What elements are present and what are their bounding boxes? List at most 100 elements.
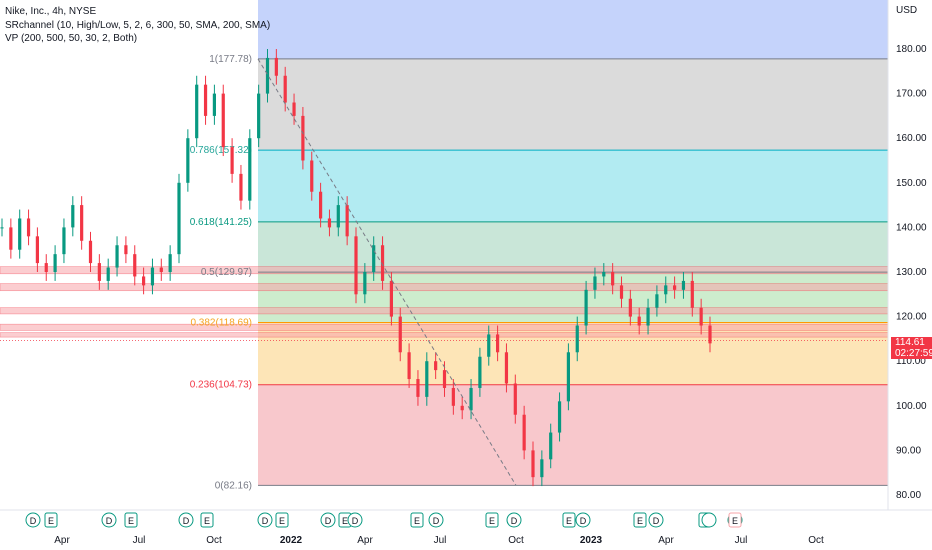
event-marker-letter: D (262, 516, 269, 526)
candle-body (487, 334, 491, 357)
fib-zone (258, 322, 888, 385)
event-marker-letter: D (183, 516, 190, 526)
candle-body (416, 379, 420, 397)
candle-body (221, 93, 225, 148)
candle-body (124, 245, 128, 255)
time-tick-label: Jul (434, 535, 447, 546)
candle-body (575, 325, 579, 353)
last-price-value: 114.61 (895, 337, 925, 348)
fib-level-label: 0.5(129.97) (201, 267, 252, 278)
candle-body (566, 352, 570, 402)
earnings-event-icon[interactable] (275, 512, 289, 528)
candle-body (655, 294, 659, 308)
candle-body (150, 267, 155, 286)
candle-body (257, 93, 261, 139)
earnings-event-icon[interactable] (728, 512, 742, 528)
candle-body (186, 138, 190, 183)
candle-body (319, 191, 323, 219)
event-marker-letter: D (580, 516, 587, 526)
fib-level-label: 1(177.78) (209, 54, 252, 65)
earnings-event-icon[interactable] (485, 512, 499, 528)
candle-body (44, 263, 48, 272)
volume-profile-indicator-label[interactable]: VP (200, 500, 50, 30, 2, Both) (5, 33, 138, 44)
price-tick-label: 90.00 (896, 445, 921, 456)
earnings-event-icon[interactable] (410, 512, 424, 528)
fib-level-label: 0.236(104.73) (190, 380, 252, 391)
earnings-event-icon[interactable] (200, 512, 214, 528)
candle-body (142, 276, 146, 286)
candle-body (681, 280, 686, 290)
candle-body (97, 263, 101, 281)
candle-body (513, 383, 517, 415)
candle-body (80, 205, 84, 241)
event-marker-letter: D (106, 516, 113, 526)
time-tick-label: 2023 (580, 535, 603, 546)
srchannel-indicator-label[interactable]: SRchannel (10, High/Low, 5, 2, 6, 300, 5… (5, 20, 271, 31)
event-marker-letter: E (48, 516, 54, 526)
earnings-event-icon[interactable] (124, 512, 138, 528)
sr-channel-zone (0, 283, 889, 292)
event-marker-letter: D (433, 516, 440, 526)
dividend-event-icon[interactable] (575, 512, 591, 528)
event-marker-letter: D (511, 516, 518, 526)
time-tick-label: Apr (54, 535, 70, 546)
dividend-event-icon[interactable] (320, 512, 336, 528)
event-marker-letter: E (637, 516, 643, 526)
earnings-event-icon[interactable] (633, 512, 647, 528)
candle-body (115, 245, 119, 268)
candle-body (53, 254, 57, 272)
dividend-event-icon[interactable] (178, 512, 194, 528)
candle-body (248, 138, 252, 201)
candle-body (106, 267, 110, 281)
candle-body (212, 93, 216, 116)
candle-body (177, 182, 181, 255)
time-tick-label: Oct (808, 535, 824, 546)
candle-body (18, 218, 22, 250)
split-event-icon[interactable] (701, 512, 717, 528)
dividend-event-icon[interactable] (648, 512, 664, 528)
earnings-event-icon[interactable] (44, 512, 58, 528)
candle-body (460, 405, 464, 411)
time-tick-label: Apr (658, 535, 674, 546)
candle-body (380, 245, 385, 281)
fib-level-label: 0(82.16) (215, 480, 252, 491)
candle-body (265, 57, 270, 94)
candle-body (557, 401, 562, 433)
price-tick-label: 170.00 (896, 89, 927, 100)
event-marker-letter: E (489, 516, 495, 526)
candle-body (522, 414, 526, 451)
candle-body (540, 459, 544, 478)
dividend-event-icon[interactable] (101, 512, 117, 528)
event-marker-letter: E (342, 516, 348, 526)
price-tick-label: 180.00 (896, 44, 927, 55)
candle-body (274, 57, 278, 76)
candle-body (434, 361, 438, 371)
candle-body (168, 254, 172, 272)
dividend-event-icon[interactable] (257, 512, 273, 528)
currency-label: USD (896, 5, 918, 16)
fib-zone (258, 221, 888, 273)
candle-body (549, 432, 553, 460)
candle-body (283, 75, 287, 103)
dividend-event-icon[interactable] (25, 512, 41, 528)
fib-level-label: 0.786(157.32) (190, 145, 252, 156)
time-tick-label: Oct (206, 535, 222, 546)
candle-body (372, 245, 376, 272)
candle-body (425, 361, 429, 397)
dividend-event-icon[interactable] (506, 512, 522, 528)
dividend-event-icon[interactable] (428, 512, 444, 528)
fib-level-label: 0.382(118.69) (190, 317, 252, 328)
candle-body (407, 352, 411, 380)
candle-body (62, 227, 66, 255)
fib-zone (258, 272, 888, 323)
fib-level-label: 0.618(141.25) (190, 217, 252, 228)
candle-body (159, 267, 163, 272)
fib-trend-line[interactable] (257, 58, 517, 486)
event-marker-letter: E (204, 516, 210, 526)
candle-body (239, 173, 243, 201)
price-tick-label: 100.00 (896, 401, 927, 412)
dividend-event-icon[interactable] (347, 512, 363, 528)
earnings-event-icon[interactable] (562, 512, 576, 528)
candle-body (327, 218, 332, 228)
